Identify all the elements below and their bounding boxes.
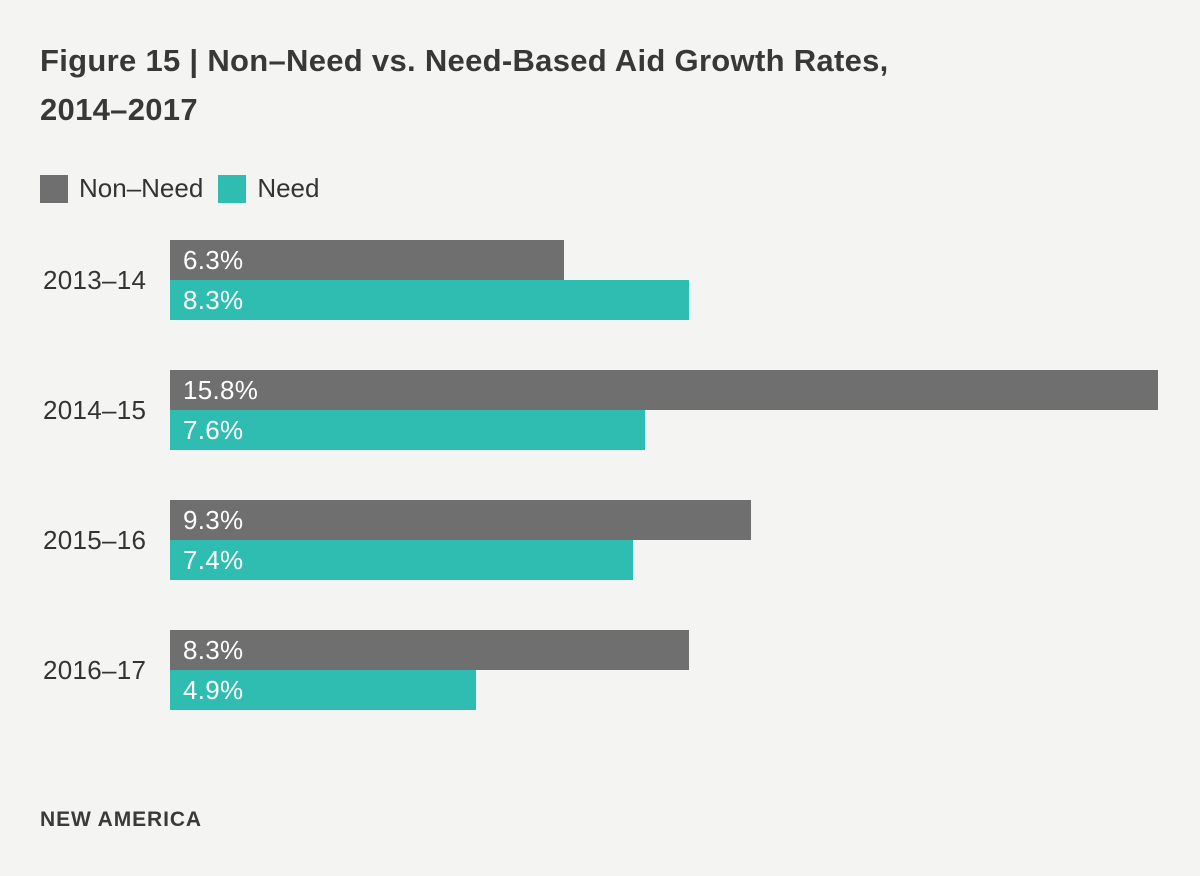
need-bar: 4.9%: [170, 670, 476, 710]
non-need-bar: 9.3%: [170, 500, 751, 540]
legend-item-non-need: Non–Need: [40, 173, 203, 204]
need-legend-swatch: [218, 174, 247, 203]
need-bar-value-label: 4.9%: [183, 674, 244, 705]
page-title: Figure 15 | Non–Need vs. Need-Based Aid …: [40, 36, 1160, 134]
year-label: 2013–14: [43, 264, 147, 295]
bar-pair: 15.8% 7.6%: [170, 370, 1200, 450]
bar-chart: 2013–14 6.3% 8.3% 2014–15 15.8% 7.6% 201…: [40, 240, 1200, 710]
year-label: 2015–16: [43, 524, 147, 555]
need-bar-value-label: 8.3%: [183, 284, 244, 315]
page-title-line-2: 2014–2017: [40, 92, 198, 127]
bar-pair: 8.3% 4.9%: [170, 630, 1200, 710]
bar-group: 2015–16 9.3% 7.4%: [40, 500, 1200, 580]
need-legend-label: Need: [257, 173, 320, 203]
non-need-bar-value-label: 6.3%: [183, 244, 244, 275]
legend-item-need: Need: [218, 173, 319, 204]
need-bar: 8.3%: [170, 280, 689, 320]
year-label: 2014–15: [43, 394, 147, 425]
non-need-bar: 15.8%: [170, 370, 1158, 410]
bar-group: 2014–15 15.8% 7.6%: [40, 370, 1200, 450]
page-title-line-1: Figure 15 | Non–Need vs. Need-Based Aid …: [40, 43, 889, 78]
bar-pair: 9.3% 7.4%: [170, 500, 1200, 580]
non-need-legend-label: Non–Need: [79, 173, 204, 203]
bar-group: 2016–17 8.3% 4.9%: [40, 630, 1200, 710]
bar-pair: 6.3% 8.3%: [170, 240, 1200, 320]
non-need-bar-value-label: 15.8%: [183, 374, 259, 405]
need-bar: 7.4%: [170, 540, 633, 580]
need-bar-value-label: 7.4%: [183, 544, 244, 575]
year-label: 2016–17: [43, 654, 147, 685]
bar-group: 2013–14 6.3% 8.3%: [40, 240, 1200, 320]
non-need-legend-swatch: [40, 174, 68, 203]
non-need-bar: 8.3%: [170, 630, 689, 670]
need-bar-value-label: 7.6%: [183, 414, 244, 445]
brand-footer: NEW AMERICA: [40, 808, 202, 831]
legend: Non–Need Need: [40, 173, 1200, 204]
non-need-bar: 6.3%: [170, 240, 564, 280]
non-need-bar-value-label: 9.3%: [183, 504, 244, 535]
non-need-bar-value-label: 8.3%: [183, 634, 244, 665]
need-bar: 7.6%: [170, 410, 645, 450]
